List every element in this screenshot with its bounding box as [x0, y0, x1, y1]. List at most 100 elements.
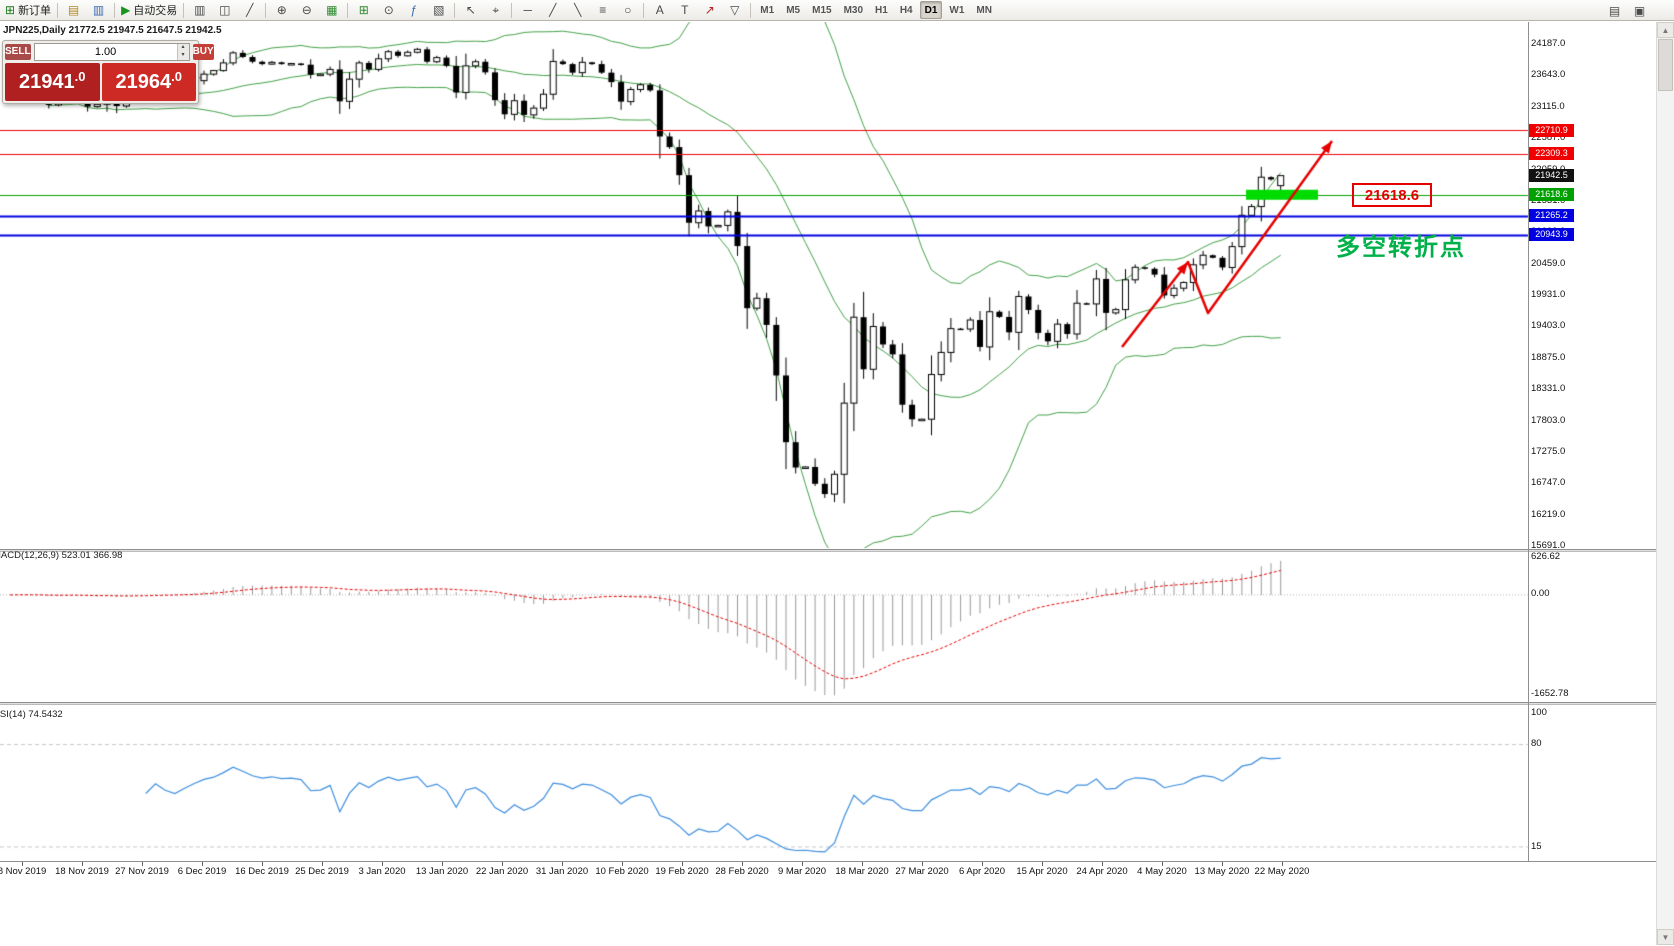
- y-axis-label: 17803.0: [1531, 414, 1566, 426]
- timeframe-m15-button[interactable]: M15: [812, 4, 832, 16]
- toolbar-separator: [57, 2, 59, 18]
- date-label: 13 Jan 2020: [415, 866, 469, 877]
- scroll-down-icon: ▼: [1661, 933, 1670, 942]
- shapes-tool-icon: ○: [624, 3, 632, 17]
- date-tick: [502, 862, 503, 866]
- fibonacci-tool-icon: ≡: [599, 3, 607, 17]
- horizontal-line-tool-button[interactable]: ─: [515, 0, 540, 20]
- period-menu-button[interactable]: ⊙: [376, 0, 401, 20]
- fibonacci-tool-button[interactable]: ≡: [590, 0, 615, 20]
- profiles-menu-button[interactable]: ▥: [86, 0, 111, 20]
- more-objects-button[interactable]: ▽: [722, 0, 747, 20]
- volume-input[interactable]: [34, 44, 177, 60]
- scroll-down-button[interactable]: ▼: [1657, 929, 1674, 945]
- scrollbar-thumb[interactable]: [1658, 39, 1673, 91]
- y-axis-label: 23115.0: [1531, 100, 1565, 112]
- rsi-axis-label: 100: [1531, 707, 1547, 718]
- date-label: 6 Apr 2020: [959, 866, 1005, 877]
- bar-chart-button[interactable]: ▥: [187, 0, 212, 20]
- pane-separator-macd[interactable]: [0, 549, 1674, 552]
- timeframe-d1-button[interactable]: D1: [919, 1, 943, 19]
- zoom-in-button[interactable]: ⊕: [269, 0, 294, 20]
- trendline-tool-button[interactable]: ╱: [540, 0, 565, 20]
- buy-price-button[interactable]: 21964.0: [101, 63, 196, 101]
- price-tag: 22309.3: [1529, 147, 1574, 161]
- timeframe-m1-button[interactable]: M1: [760, 4, 775, 16]
- tile-windows-button[interactable]: ▦: [319, 0, 344, 20]
- date-label: 31 Jan 2020: [535, 866, 589, 877]
- volume-decrease-button[interactable]: ▾: [177, 52, 189, 60]
- dock-windows-button[interactable]: ▣: [1627, 1, 1652, 21]
- volume-spinner: ▴ ▾: [176, 44, 189, 60]
- arrow-tool-button[interactable]: ↗: [697, 0, 722, 20]
- price-tag: 22710.9: [1529, 123, 1574, 137]
- candlestick-chart-button[interactable]: ◫: [212, 0, 237, 20]
- toolbar-separator: [454, 2, 456, 18]
- rsi-indicator-label: RSI(14) 74.5432: [0, 709, 63, 720]
- bar-chart-icon: ▥: [194, 3, 206, 17]
- timeframe-m5-button[interactable]: M5: [786, 4, 801, 16]
- y-axis-label: 22587.0: [1531, 132, 1566, 144]
- autotrading-button[interactable]: ▶ 自动交易: [118, 0, 180, 20]
- line-chart-button[interactable]: ╱: [237, 0, 262, 20]
- date-label: 4 May 2020: [1137, 866, 1187, 877]
- date-label: 3 Jan 2020: [358, 866, 406, 877]
- vertical-scrollbar[interactable]: ▲ ▼: [1656, 22, 1674, 945]
- timeframe-mn-button[interactable]: MN: [976, 4, 992, 16]
- timeframe-h4-button[interactable]: H4: [899, 4, 913, 16]
- timeframe-w1-button[interactable]: W1: [949, 4, 965, 16]
- sell-button[interactable]: SELL: [5, 44, 31, 60]
- text-label-tool-icon: A: [655, 3, 664, 17]
- trade-panel-top-row: SELL ▴ ▾ BUY: [5, 43, 214, 61]
- new-chart-button[interactable]: ⊞: [351, 0, 376, 20]
- date-label: 18 Nov 2019: [55, 866, 109, 877]
- timeframe-h1-button[interactable]: H1: [875, 4, 888, 16]
- volume-increase-button[interactable]: ▴: [177, 44, 189, 52]
- date-axis-border: [0, 861, 1674, 862]
- macd-indicator-label: MACD(12,26,9) 523.01 366.98: [0, 550, 123, 561]
- text-label-tool-button[interactable]: A: [647, 0, 672, 20]
- autotrading-icon: ▶: [121, 3, 131, 17]
- more-objects-icon: ▽: [730, 3, 740, 17]
- cursor-tool-button[interactable]: ↖: [458, 0, 483, 20]
- trendline-tool-icon: ╱: [549, 3, 557, 17]
- chart-window-list-button[interactable]: ▤: [1602, 1, 1627, 21]
- date-tick: [1282, 862, 1283, 866]
- toolbar-separator: [511, 2, 513, 18]
- date-tick: [1042, 862, 1043, 866]
- period-menu-icon: ⊙: [383, 3, 394, 17]
- date-label: 25 Dec 2019: [295, 866, 349, 877]
- price-tag: 21618.6: [1529, 188, 1574, 202]
- charts-menu-button[interactable]: ▤: [61, 0, 86, 20]
- scroll-up-icon: ▲: [1661, 26, 1670, 35]
- crosshair-tool-button[interactable]: ⌖: [483, 0, 508, 20]
- shapes-tool-button[interactable]: ○: [615, 0, 640, 20]
- indicators-menu-button[interactable]: ƒ: [401, 0, 426, 20]
- line-chart-icon: ╱: [246, 3, 254, 17]
- channel-tool-button[interactable]: ╲: [565, 0, 590, 20]
- date-label: 27 Nov 2019: [115, 866, 169, 877]
- text-tool-button[interactable]: T: [672, 0, 697, 20]
- pane-separator-rsi[interactable]: [0, 702, 1674, 705]
- zoom-in-icon: ⊕: [276, 3, 287, 17]
- sell-price-button[interactable]: 21941.0: [5, 63, 100, 101]
- turning-point-text[interactable]: 多空转折点: [1336, 234, 1466, 261]
- date-label: 15 Apr 2020: [1016, 866, 1068, 877]
- support-price-label[interactable]: 21618.6: [1352, 183, 1432, 207]
- dock-windows-icon: ▣: [1633, 3, 1646, 18]
- scroll-up-button[interactable]: ▲: [1657, 22, 1674, 38]
- date-label: 8 Nov 2019: [0, 866, 47, 877]
- buy-button[interactable]: BUY: [192, 44, 214, 60]
- date-tick: [682, 862, 683, 866]
- zoom-out-button[interactable]: ⊖: [294, 0, 319, 20]
- y-axis-label: 19931.0: [1531, 289, 1566, 300]
- date-tick: [862, 862, 863, 866]
- templates-menu-button[interactable]: ▧: [426, 0, 451, 20]
- timeframe-m30-button[interactable]: M30: [843, 4, 864, 16]
- new-order-button[interactable]: ⊞ 新订单: [2, 0, 54, 20]
- date-label: 10 Feb 2020: [595, 866, 649, 877]
- price-axis-border: [1528, 22, 1529, 861]
- spinner-up-icon: ▴: [181, 44, 185, 50]
